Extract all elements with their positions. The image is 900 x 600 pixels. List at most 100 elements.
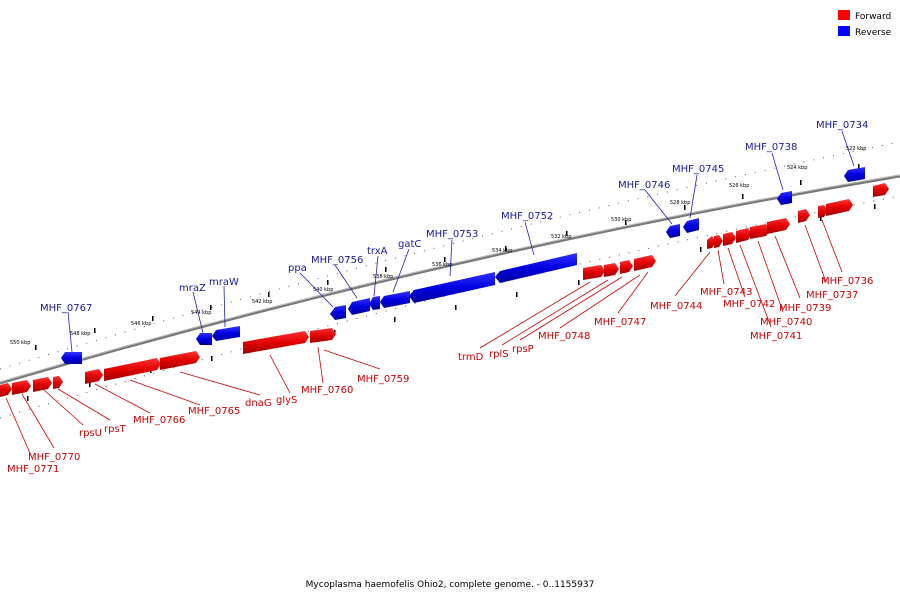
gene-trxA[interactable]: trxA [367, 246, 388, 310]
gene-MHF_0766[interactable]: MHF_0766 [85, 369, 185, 426]
tick-label: 548 kbp [70, 331, 90, 337]
gene-rpsT[interactable]: rpsT [53, 376, 127, 435]
gene-MHF_0753[interactable]: MHF_0753 [409, 229, 495, 303]
gene-MHF_0770[interactable]: MHF_0770 [12, 380, 80, 463]
tick-label: 550 kbp [10, 340, 30, 346]
gene-mraZ[interactable]: mraZ [179, 283, 212, 345]
reverse-gene-track: MHF_0767 mraZ mraW ppa MHF_0756 trxA [40, 120, 868, 364]
tick-label: 544 kbp [191, 310, 211, 316]
forward-gene-track: MHF_0771 MHF_0770 rpsU rpsT MHF_0766 MHF… [0, 183, 889, 475]
gene-label: mraW [209, 277, 239, 288]
gene-ppa[interactable]: ppa [288, 263, 346, 320]
tick-536: 536 kbp [432, 257, 452, 268]
tick-label: 534 kbp [492, 248, 512, 254]
gene-label: dnaG [245, 398, 272, 409]
gene-MHF_0742[interactable]: MHF_0742 [723, 232, 775, 310]
gene-MHF_0752[interactable]: MHF_0752 [495, 211, 577, 283]
gene-MHF_0747[interactable]: MHF_0747 [594, 271, 649, 328]
tick-label: 546 kbp [131, 321, 151, 327]
gene-gatC[interactable]: gatC [380, 239, 421, 308]
tick-label: 522 kbp [846, 146, 866, 152]
gene-label: MHF_0770 [28, 452, 80, 463]
gene-MHF_0737[interactable]: MHF_0737 [798, 209, 858, 301]
gene-MHF_0767[interactable]: MHF_0767 [40, 303, 92, 364]
gene-label: MHF_0734 [816, 120, 868, 131]
gene-label: rplS [489, 349, 509, 360]
gene-MHF_0759[interactable]: MHF_0759 [323, 349, 409, 385]
gene-MHF_0734[interactable]: MHF_0734 [816, 120, 868, 182]
tick-label: 540 kbp [313, 287, 333, 293]
genome-backbone-highlight [0, 174, 900, 383]
gene-label: MHF_0743 [700, 287, 752, 298]
gene-label: MHF_0771 [7, 464, 59, 475]
gene-label: MHF_0745 [672, 164, 724, 175]
gene-label: MHF_0739 [779, 303, 831, 314]
gene-label: mraZ [179, 283, 206, 294]
gene-label: MHF_0746 [618, 180, 670, 191]
gene-rpsU[interactable]: rpsU [33, 377, 102, 439]
gene-label: MHF_0767 [40, 303, 92, 314]
tick-label: 542 kbp [252, 299, 272, 305]
tick-544: 544 kbp [191, 305, 212, 316]
gene-MHF_0748[interactable]: MHF_0748 [538, 255, 656, 342]
gene-label: MHF_0742 [723, 299, 775, 310]
gene-label: MHF_0741 [750, 331, 802, 342]
gene-partial-right[interactable] [873, 183, 889, 197]
gene-label: MHF_0737 [806, 290, 858, 301]
tick-546: 546 kbp [131, 316, 154, 327]
gene-label: MHF_0756 [311, 255, 363, 266]
tick-534: 534 kbp [492, 246, 512, 254]
gene-label: trxA [367, 246, 388, 257]
tick-548: 548 kbp [70, 328, 96, 337]
genome-backbone [0, 174, 900, 385]
gene-label: MHF_0752 [501, 211, 553, 222]
gene-MHF_0760[interactable]: MHF_0760 [301, 328, 353, 396]
legend-reverse-label: Reverse [855, 28, 892, 38]
tick-522: 522 kbp [846, 146, 866, 169]
gene-MHF_0744[interactable]: MHF_0744 [650, 236, 716, 312]
gene-MHF_0743[interactable]: MHF_0743 [700, 235, 752, 298]
gene-MHF_0756[interactable]: MHF_0756 [311, 255, 370, 315]
tick-532: 532 kbp [551, 231, 571, 240]
gene-MHF_0739[interactable]: MHF_0739 [767, 218, 831, 314]
gene-label: MHF_0740 [760, 317, 812, 328]
gene-label: MHF_0736 [821, 276, 873, 287]
tick-label: 532 kbp [551, 234, 571, 240]
gene-MHF_0738[interactable]: MHF_0738 [745, 142, 797, 205]
gene-MHF_0740[interactable]: MHF_0740 [750, 224, 812, 328]
gene-trmD[interactable]: trmD [458, 265, 605, 363]
tick-538: 538 kbp [373, 267, 393, 280]
gene-MHF_0746[interactable]: MHF_0746 [618, 180, 680, 238]
legend-reverse-swatch [838, 26, 850, 36]
gene-label: MHF_0760 [301, 385, 353, 396]
tick-label: 536 kbp [432, 262, 452, 268]
tick-label: 538 kbp [373, 274, 393, 280]
legend-forward-swatch [838, 10, 850, 20]
gene-label: MHF_0766 [133, 415, 185, 426]
tick-524: 524 kbp [787, 165, 807, 185]
gene-rpsP[interactable]: rpsP [512, 260, 633, 355]
gene-label: trmD [458, 352, 484, 363]
tick-540: 540 kbp [313, 280, 333, 293]
map-caption: Mycoplasma haemofelis Ohio2, complete ge… [306, 580, 595, 590]
gene-MHF_0771[interactable]: MHF_0771 [0, 383, 59, 475]
gene-label: ppa [288, 263, 307, 274]
gene-label: MHF_0753 [426, 229, 478, 240]
scale-ticks: 550 kbp 548 kbp 546 kbp 544 kbp 542 kbp … [10, 146, 866, 350]
gene-MHF_0765[interactable]: MHF_0765 [104, 358, 240, 417]
tick-542: 542 kbp [252, 292, 272, 305]
gene-label: rpsT [104, 424, 127, 435]
gene-MHF_0745[interactable]: MHF_0745 [672, 164, 724, 233]
gene-label: MHF_0759 [357, 374, 409, 385]
gene-label: MHF_0765 [188, 406, 240, 417]
gene-dnaG[interactable]: dnaG [160, 351, 272, 409]
gene-label: rpsU [79, 428, 102, 439]
gene-label: MHF_0744 [650, 301, 702, 312]
gene-mraW[interactable]: mraW [209, 277, 240, 341]
tick-528: 528 kbp [670, 200, 690, 210]
gene-MHF_0736[interactable]: MHF_0736 [818, 199, 873, 287]
gene-MHF_0741[interactable]: MHF_0741 [736, 228, 802, 342]
gene-glyS[interactable]: glyS [243, 331, 309, 406]
gene-rplS[interactable]: rplS [489, 263, 619, 360]
